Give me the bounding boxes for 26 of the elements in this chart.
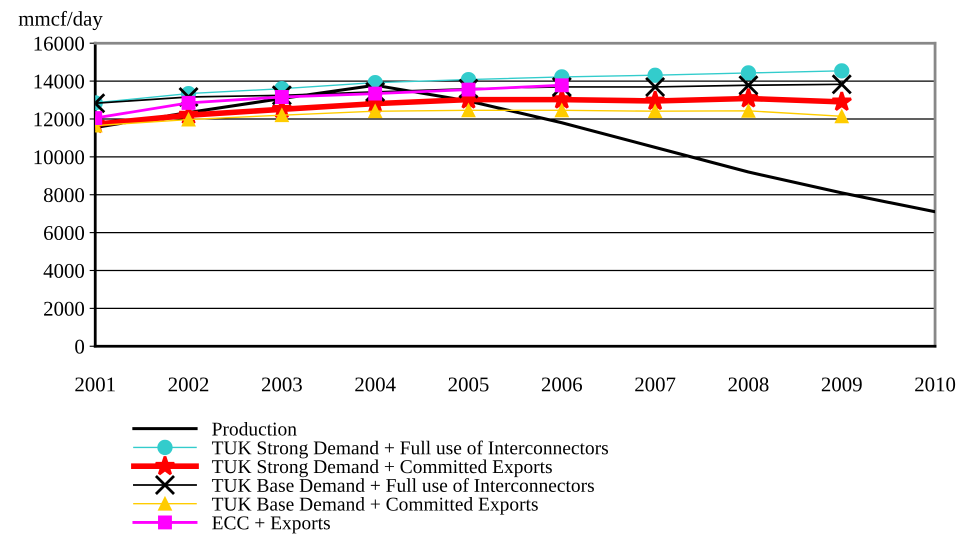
x-tick-label: 2004	[355, 377, 396, 392]
y-tick-label: 0	[75, 340, 84, 354]
x-tick-label: 2003	[262, 377, 302, 392]
legend-label: TUK Strong Demand + Full use of Interconnectors	[212, 440, 608, 458]
y-axis-title: mmcf/day	[18, 10, 103, 30]
x-tick-label: 2007	[635, 377, 676, 392]
x-tick-label: 2010	[915, 377, 956, 392]
legend-label: TUK Strong Demand + Committed Exports	[212, 460, 552, 478]
legend-label: Production	[212, 422, 297, 436]
y-tick-label: 10000	[34, 150, 84, 164]
x-tick-label: 2002	[168, 377, 208, 392]
y-tick-label: 2000	[44, 302, 84, 316]
x-tick-label: 2005	[448, 377, 489, 392]
legend-label: TUK Base Demand + Committed Exports	[212, 497, 538, 515]
x-tick-label: 2006	[542, 377, 582, 392]
x-tick-label: 2009	[822, 377, 862, 392]
legend-label: TUK Base Demand + Full use of Interconnectors	[212, 478, 594, 492]
y-tick-label: 8000	[44, 188, 84, 202]
x-tick-label: 2001	[75, 377, 115, 392]
y-tick-label: 14000	[34, 74, 84, 89]
legend-label: ECC + Exports	[212, 516, 330, 534]
x-tick-label: 2008	[728, 377, 768, 392]
y-tick-label: 6000	[44, 226, 84, 240]
y-tick-label: 16000	[34, 36, 84, 51]
y-tick-label: 12000	[34, 112, 84, 126]
y-tick-label: 4000	[44, 264, 84, 278]
